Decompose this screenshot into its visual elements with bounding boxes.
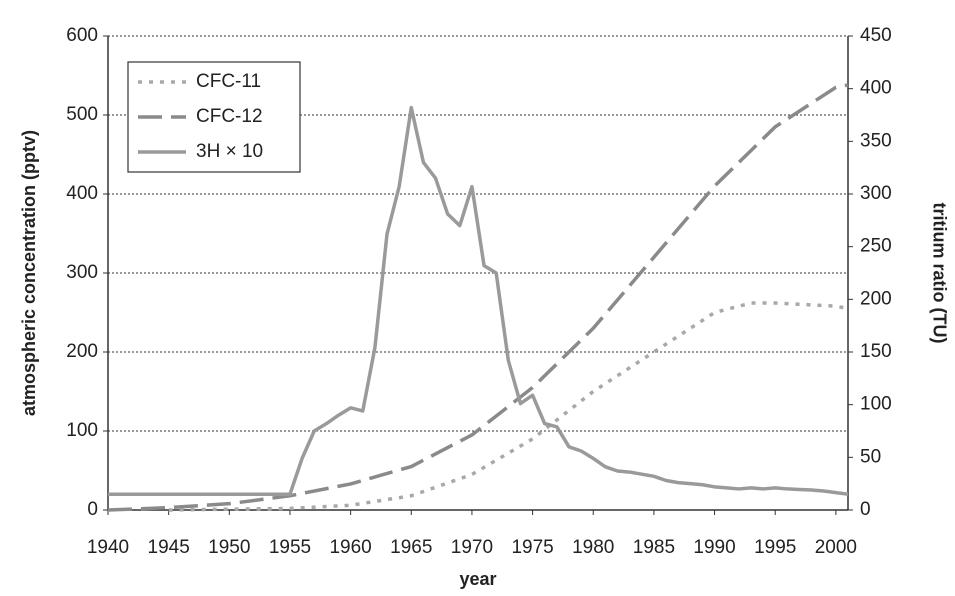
- series-line: [168, 301, 849, 512]
- y2-tick-label: 200: [860, 288, 892, 309]
- x-tick-label: 1965: [390, 537, 432, 558]
- x-tick-label: 1970: [451, 537, 493, 558]
- y-tick-label: 500: [66, 104, 98, 125]
- y-tick-label: 0: [87, 499, 98, 520]
- legend-label: CFC-11: [196, 71, 261, 92]
- x-axis-label: year: [459, 569, 496, 589]
- y2-tick-label: 350: [860, 130, 892, 151]
- x-tick-label: 1950: [208, 537, 250, 558]
- y-tick-label: 100: [66, 420, 98, 441]
- series-line: [107, 83, 849, 512]
- y2-tick-label: 150: [860, 341, 892, 362]
- legend-label: CFC-12: [196, 106, 263, 127]
- x-tick-label: 1940: [87, 537, 129, 558]
- y2-tick-label: 0: [860, 499, 871, 520]
- y2-axis-label: tritium ratio (TU): [929, 203, 949, 344]
- y-tick-label: 600: [66, 25, 98, 46]
- x-tick-label: 1955: [269, 537, 311, 558]
- y2-tick-label: 450: [860, 25, 892, 46]
- y-tick-label: 200: [66, 341, 98, 362]
- y2-tick-label: 400: [860, 78, 892, 99]
- x-tick-label: 1960: [329, 537, 371, 558]
- x-tick-label: 1995: [754, 537, 796, 558]
- series-line: [108, 105, 849, 496]
- x-tick-label: 2000: [815, 537, 857, 558]
- x-tick-label: 1945: [148, 537, 190, 558]
- y2-tick-label: 250: [860, 236, 892, 257]
- x-tick-label: 1980: [572, 537, 614, 558]
- y2-tick-label: 50: [860, 446, 881, 467]
- x-tick-label: 1975: [511, 537, 553, 558]
- y-axis-label: atmospheric concentration (pptv): [19, 130, 39, 416]
- y-tick-label: 300: [66, 262, 98, 283]
- x-tick-label: 1990: [693, 537, 735, 558]
- y2-tick-label: 300: [860, 183, 892, 204]
- x-tick-label: 1985: [633, 537, 675, 558]
- y-tick-label: 400: [66, 183, 98, 204]
- y2-tick-label: 100: [860, 394, 892, 415]
- legend-label: 3H × 10: [196, 141, 263, 162]
